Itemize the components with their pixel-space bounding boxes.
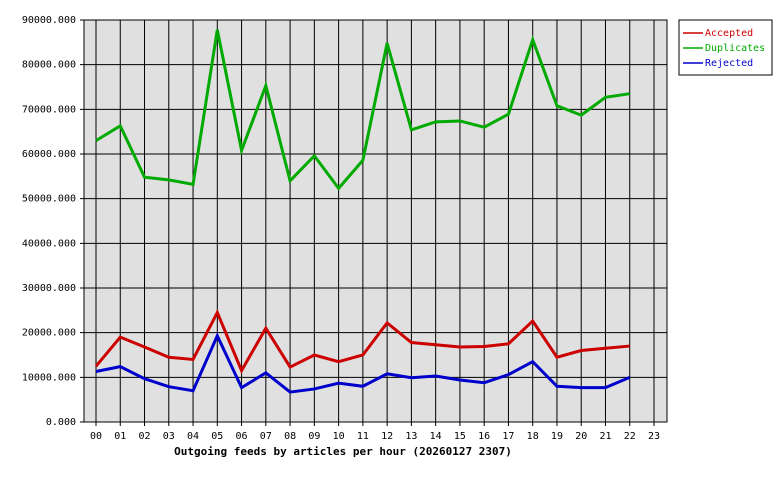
x-tick-label: 01 [114,431,126,442]
x-tick-label: 18 [527,431,539,442]
y-tick-label: 50000.000 [22,194,76,205]
y-tick-label: 70000.000 [22,104,76,115]
x-tick-label: 07 [260,431,272,442]
x-tick-label: 02 [138,431,150,442]
x-axis-label: Outgoing feeds by articles per hour (202… [174,445,512,458]
legend-label: Accepted [705,28,753,39]
legend-label: Rejected [705,58,753,69]
series-line [95,29,630,191]
legend-label: Duplicates [705,43,765,54]
y-tick-label: 0.000 [46,417,76,428]
x-tick-label: 23 [648,431,660,442]
x-tick-label: 21 [599,431,611,442]
y-tick-label: 30000.000 [22,283,76,294]
y-tick-label: 80000.000 [22,60,76,71]
series-line [95,332,631,394]
y-tick-label: 60000.000 [22,149,76,160]
x-tick-label: 20 [575,431,587,442]
x-tick-label: 13 [405,431,417,442]
x-tick-label: 10 [333,431,345,442]
x-tick-label: 00 [90,431,102,442]
x-tick-label: 09 [308,431,320,442]
x-tick-label: 16 [478,431,490,442]
x-tick-label: 08 [284,431,296,442]
x-tick-label: 22 [624,431,636,442]
x-tick-label: 19 [551,431,563,442]
y-tick-label: 90000.000 [22,15,76,26]
x-tick-label: 06 [236,431,248,442]
y-tick-label: 20000.000 [22,328,76,339]
plot-border [83,19,668,423]
series-line [94,309,630,375]
x-tick-label: 05 [211,431,223,442]
x-tick-label: 11 [357,431,369,442]
x-tick-label: 12 [381,431,393,442]
x-tick-label: 17 [502,431,514,442]
x-tick-label: 15 [454,431,466,442]
y-tick-label: 10000.000 [22,372,76,383]
x-tick-label: 04 [187,431,199,442]
x-tick-label: 03 [163,431,175,442]
y-tick-label: 40000.000 [22,238,76,249]
plot-area [84,20,667,422]
x-tick-label: 14 [430,431,442,442]
